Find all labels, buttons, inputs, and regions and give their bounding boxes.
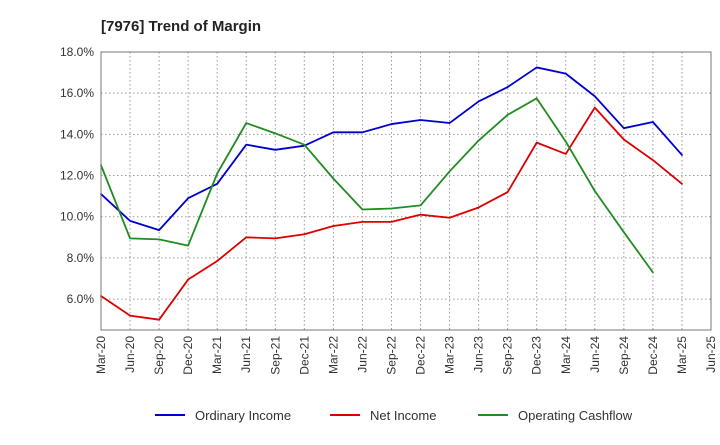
x-tick-label: Dec-22 (414, 336, 428, 375)
series-line-net-income (100, 106, 683, 321)
legend: Ordinary Income Net Income Operating Cashf… (155, 408, 633, 423)
x-tick-label: Sep-21 (268, 336, 282, 375)
x-tick-label: Jun-20 (123, 336, 137, 373)
x-tick-label: Mar-22 (326, 336, 340, 374)
x-tick-label: Jun-21 (239, 336, 253, 373)
y-axis-ticks: 6.0% 8.0% 10.0% 12.0% 14.0% 16.0% 18.0% (60, 45, 94, 306)
y-tick-label: 6.0% (67, 292, 95, 306)
grid-layer (101, 52, 711, 330)
series-layer (100, 66, 683, 321)
x-tick-label: Dec-21 (297, 336, 311, 375)
legend-label-net-income: Net Income (370, 408, 436, 423)
y-tick-label: 8.0% (67, 251, 95, 265)
series-line-ordinary-income (100, 66, 683, 232)
y-tick-label: 14.0% (60, 127, 94, 141)
x-tick-label: Jun-25 (704, 336, 718, 373)
plot-frame (100, 51, 712, 331)
series-line-operating-cashflow (100, 97, 654, 274)
x-tick-label: Mar-24 (559, 336, 573, 374)
x-tick-label: Mar-20 (94, 336, 108, 374)
y-tick-label: 18.0% (60, 45, 94, 59)
x-tick-label: Dec-23 (530, 336, 544, 375)
x-tick-label: Mar-25 (675, 336, 689, 374)
chart-title: [7976] Trend of Margin (101, 18, 261, 35)
x-axis-ticks: Mar-20 Jun-20 Sep-20 Dec-20 Mar-21 Jun-21 Sep-… (94, 336, 718, 375)
x-tick-label: Mar-23 (443, 336, 457, 374)
legend-label-ordinary-income: Ordinary Income (195, 408, 291, 423)
x-tick-label: Dec-20 (181, 336, 195, 375)
x-tick-label: Sep-23 (501, 336, 515, 375)
y-tick-label: 12.0% (60, 169, 94, 183)
x-tick-label: Jun-22 (355, 336, 369, 373)
x-tick-label: Mar-21 (210, 336, 224, 374)
x-tick-label: Sep-22 (384, 336, 398, 375)
x-tick-label: Dec-24 (646, 336, 660, 375)
x-tick-label: Sep-24 (617, 336, 631, 375)
x-tick-label: Jun-23 (472, 336, 486, 373)
y-tick-label: 10.0% (60, 210, 94, 224)
legend-label-operating-cashflow: Operating Cashflow (518, 408, 633, 423)
x-tick-label: Jun-24 (588, 336, 602, 373)
x-tick-label: Sep-20 (152, 336, 166, 375)
y-tick-label: 16.0% (60, 86, 94, 100)
